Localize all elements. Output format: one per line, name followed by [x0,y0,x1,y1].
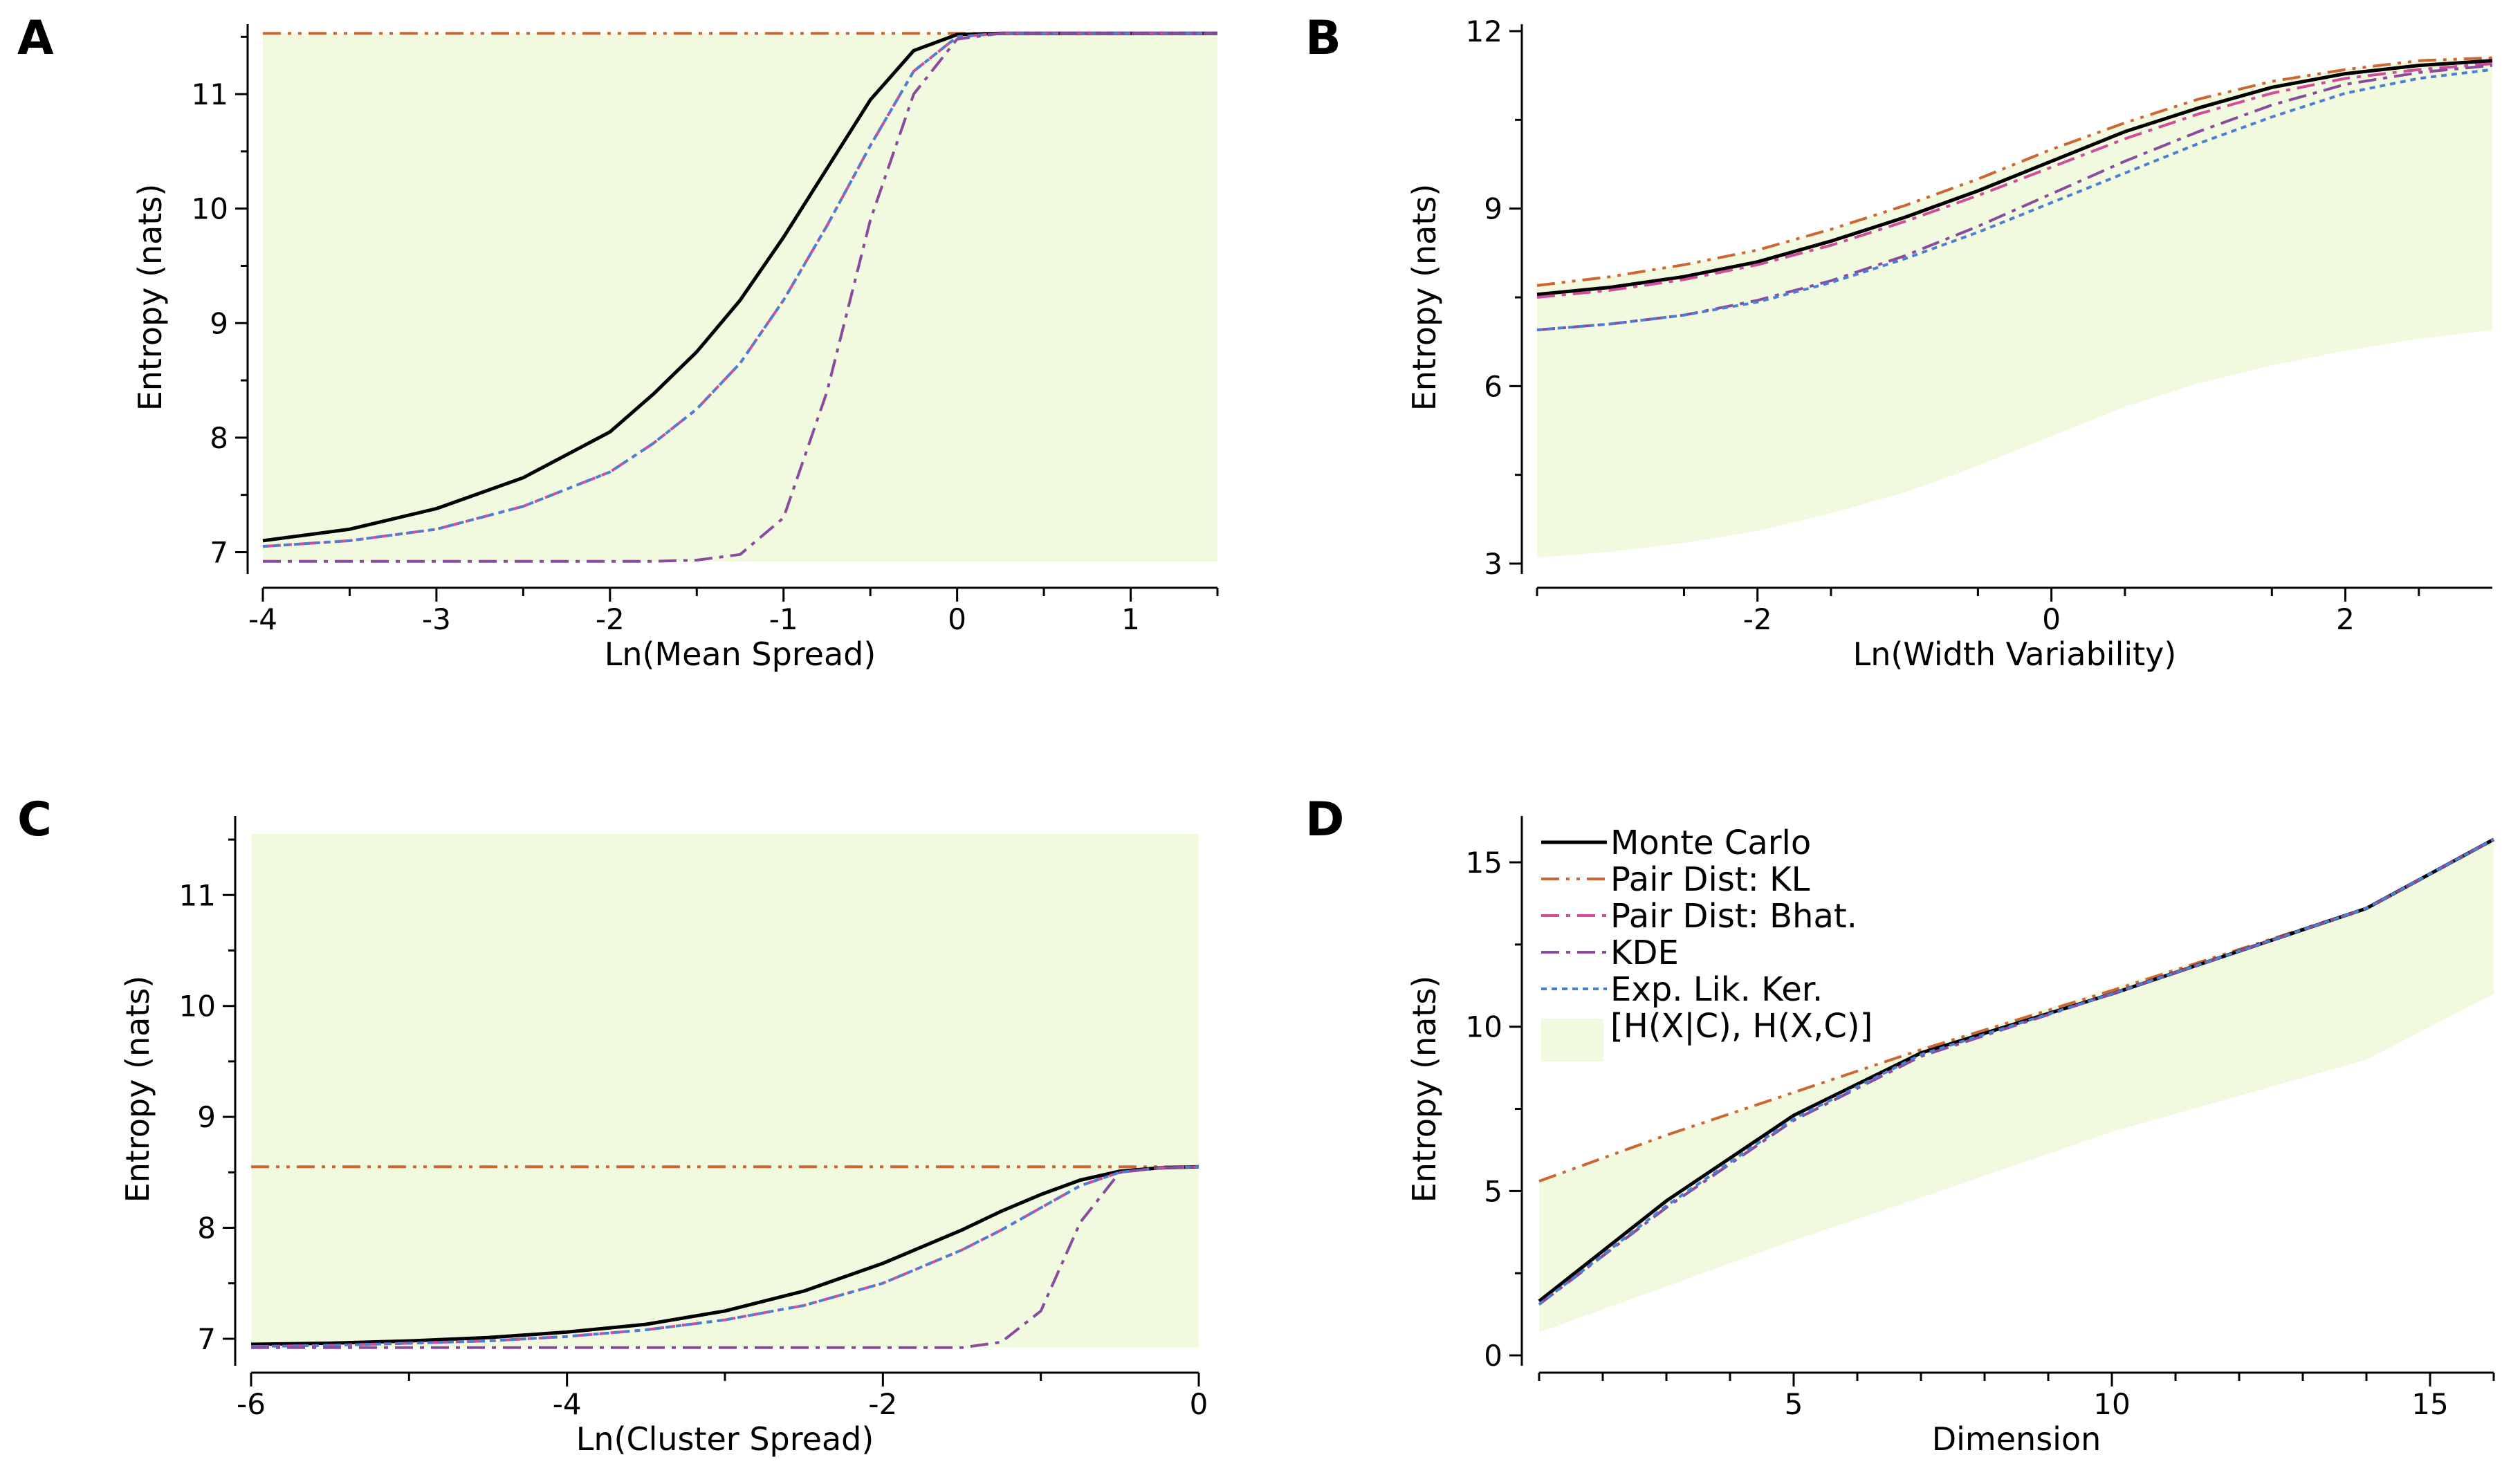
series-line-elk [1536,68,2493,332]
x-tick-label: 0 [948,602,966,636]
legend-label-kl: Pair Dist: KL [1610,860,1810,899]
legend-swatch-band [1541,1019,1603,1061]
panel-d: 0 5 10 15 5 10 15 Dimension Entropy (nats) D [1305,792,2495,1458]
x-tick-label: 1 [1121,602,1140,636]
x-tick-label: 0 [1190,1387,1208,1421]
series-line-kde [251,1165,1199,1349]
y-tick-label: 11 [192,77,228,111]
x-tick-label: 15 [2411,1387,2448,1421]
series-line-mc [250,1165,1199,1346]
x-tick-label: -3 [422,602,451,636]
y-tick-label: 6 [1484,369,1502,403]
panel-letter: D [1305,792,1344,847]
legend-label-mc: Monte Carlo [1610,824,1811,862]
panel-letter: A [17,11,54,66]
series-line-bhat [1536,62,2493,299]
series-line-kde [263,32,1217,563]
legend-label-band: [H(X|C), H(X,C)] [1610,1007,1873,1046]
series-line-kl [1536,56,2493,287]
x-tick-label: -4 [553,1387,582,1421]
y-axis-label: Entropy (nats) [131,184,169,411]
x-tick-label: -6 [237,1387,266,1421]
x-axis-label: Dimension [1932,1420,2101,1458]
x-tick-label: -2 [868,1387,897,1421]
panel-b: 3 6 9 12 -2 0 2 Ln(Width Variability) Entropy (n… [1305,11,2493,673]
y-tick-label: 10 [1466,1010,1502,1044]
band-area [1539,839,2494,1333]
x-tick-label: 0 [2042,602,2061,636]
y-tick-label: 7 [197,1322,216,1356]
x-axis-label: Ln(Cluster Spread) [576,1420,874,1458]
y-tick-label: 15 [1466,846,1502,880]
x-tick-label: -2 [1743,602,1772,636]
legend-label-elk: Exp. Lik. Ker. [1610,970,1823,1009]
x-tick-label: 5 [1785,1387,1803,1421]
y-tick-label: 0 [1484,1339,1502,1373]
band-area [251,834,1199,1348]
y-tick-label: 10 [192,192,228,226]
series-line-elk [250,1165,1199,1348]
y-tick-label: 9 [1484,192,1502,226]
x-tick-label: -4 [248,602,277,636]
y-tick-label: 8 [197,1212,216,1245]
series-line-mc [1536,59,2493,297]
y-tick-label: 12 [1466,15,1502,48]
band-area [1537,57,2492,558]
x-tick-label: -2 [596,602,625,636]
y-tick-label: 9 [210,306,228,340]
y-axis-label: Entropy (nats) [1406,976,1443,1203]
y-tick-label: 11 [179,878,216,912]
legend-label-kde: KDE [1610,934,1679,972]
panel-letter: C [17,792,52,847]
x-tick-label: 10 [2093,1387,2130,1421]
x-tick-label: -1 [769,602,798,636]
series-line-elk [262,32,1217,548]
panel-c: 7 8 9 10 11 -6 -4 -2 0 Ln(Cluster Spread) Entropy … [17,792,1208,1458]
legend-label-bhat: Pair Dist: Bhat. [1610,897,1857,936]
x-axis-label: Ln(Mean Spread) [605,636,876,673]
y-axis-label: Entropy (nats) [119,976,156,1203]
y-tick-label: 9 [197,1100,216,1134]
y-tick-label: 5 [1484,1174,1502,1208]
y-tick-label: 3 [1484,547,1502,581]
panel-a: 7 8 9 10 11 -4 -3 -2 -1 0 1 Ln(Mean Spread) Entropy … [17,11,1219,673]
x-tick-label: 2 [2336,602,2355,636]
y-tick-label: 8 [210,421,228,455]
x-axis-label: Ln(Width Variability) [1853,636,2177,673]
panel-letter: B [1305,11,1341,66]
y-tick-label: 10 [179,990,216,1023]
y-axis-label: Entropy (nats) [1406,184,1443,411]
y-tick-label: 7 [210,535,228,569]
series-line-elk [1538,838,2494,1306]
